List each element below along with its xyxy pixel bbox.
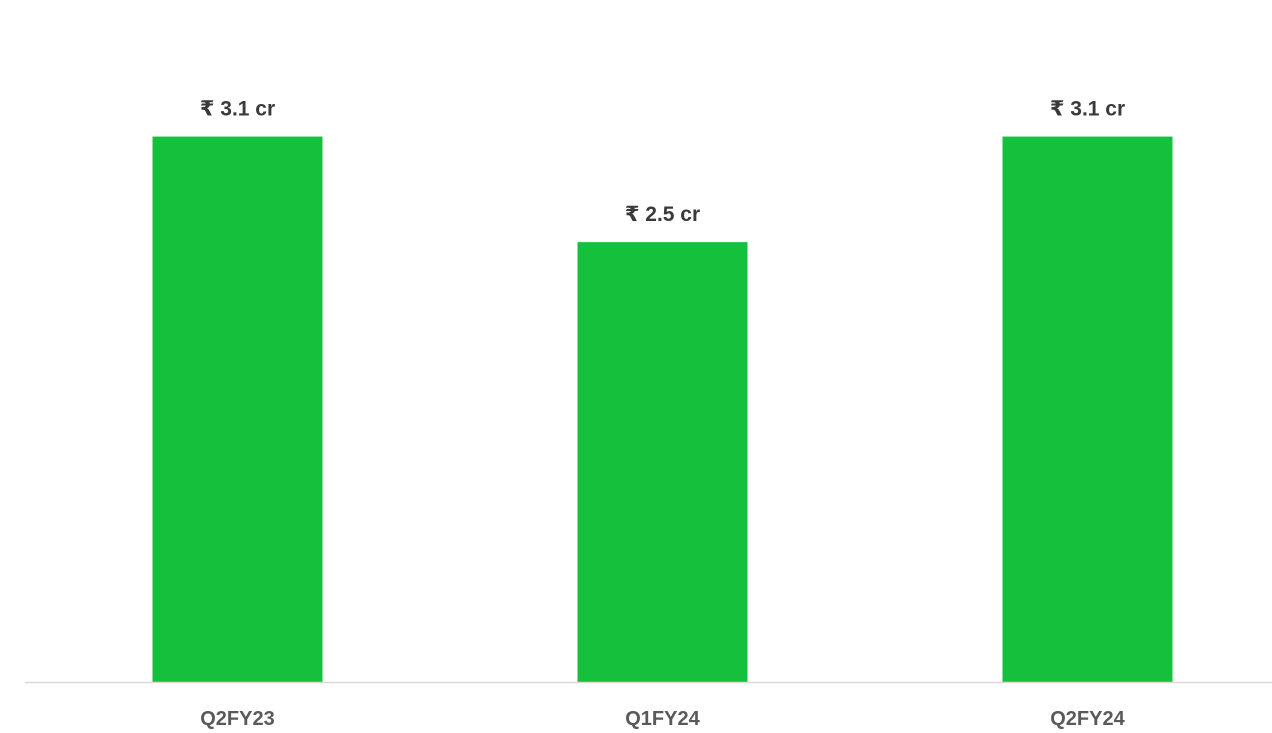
bar-q2fy24	[1002, 136, 1173, 682]
data-label-q2fy23: ₹ 3.1 cr	[200, 98, 275, 121]
data-label-q2fy24: ₹ 3.1 cr	[1050, 98, 1125, 121]
data-labels-group: ₹ 3.1 cr ₹ 2.5 cr ₹ 3.1 cr	[200, 98, 1125, 227]
category-labels-group: Q2FY23 Q1FY24 Q2FY24	[200, 708, 1125, 730]
bar-q1fy24	[577, 242, 748, 682]
bar-q2fy23	[152, 136, 323, 682]
data-label-q1fy24: ₹ 2.5 cr	[625, 203, 700, 226]
category-label-q1fy24: Q1FY24	[625, 708, 700, 730]
bars-group	[152, 136, 1173, 682]
category-label-q2fy24: Q2FY24	[1050, 708, 1125, 730]
category-label-q2fy23: Q2FY23	[200, 708, 274, 730]
